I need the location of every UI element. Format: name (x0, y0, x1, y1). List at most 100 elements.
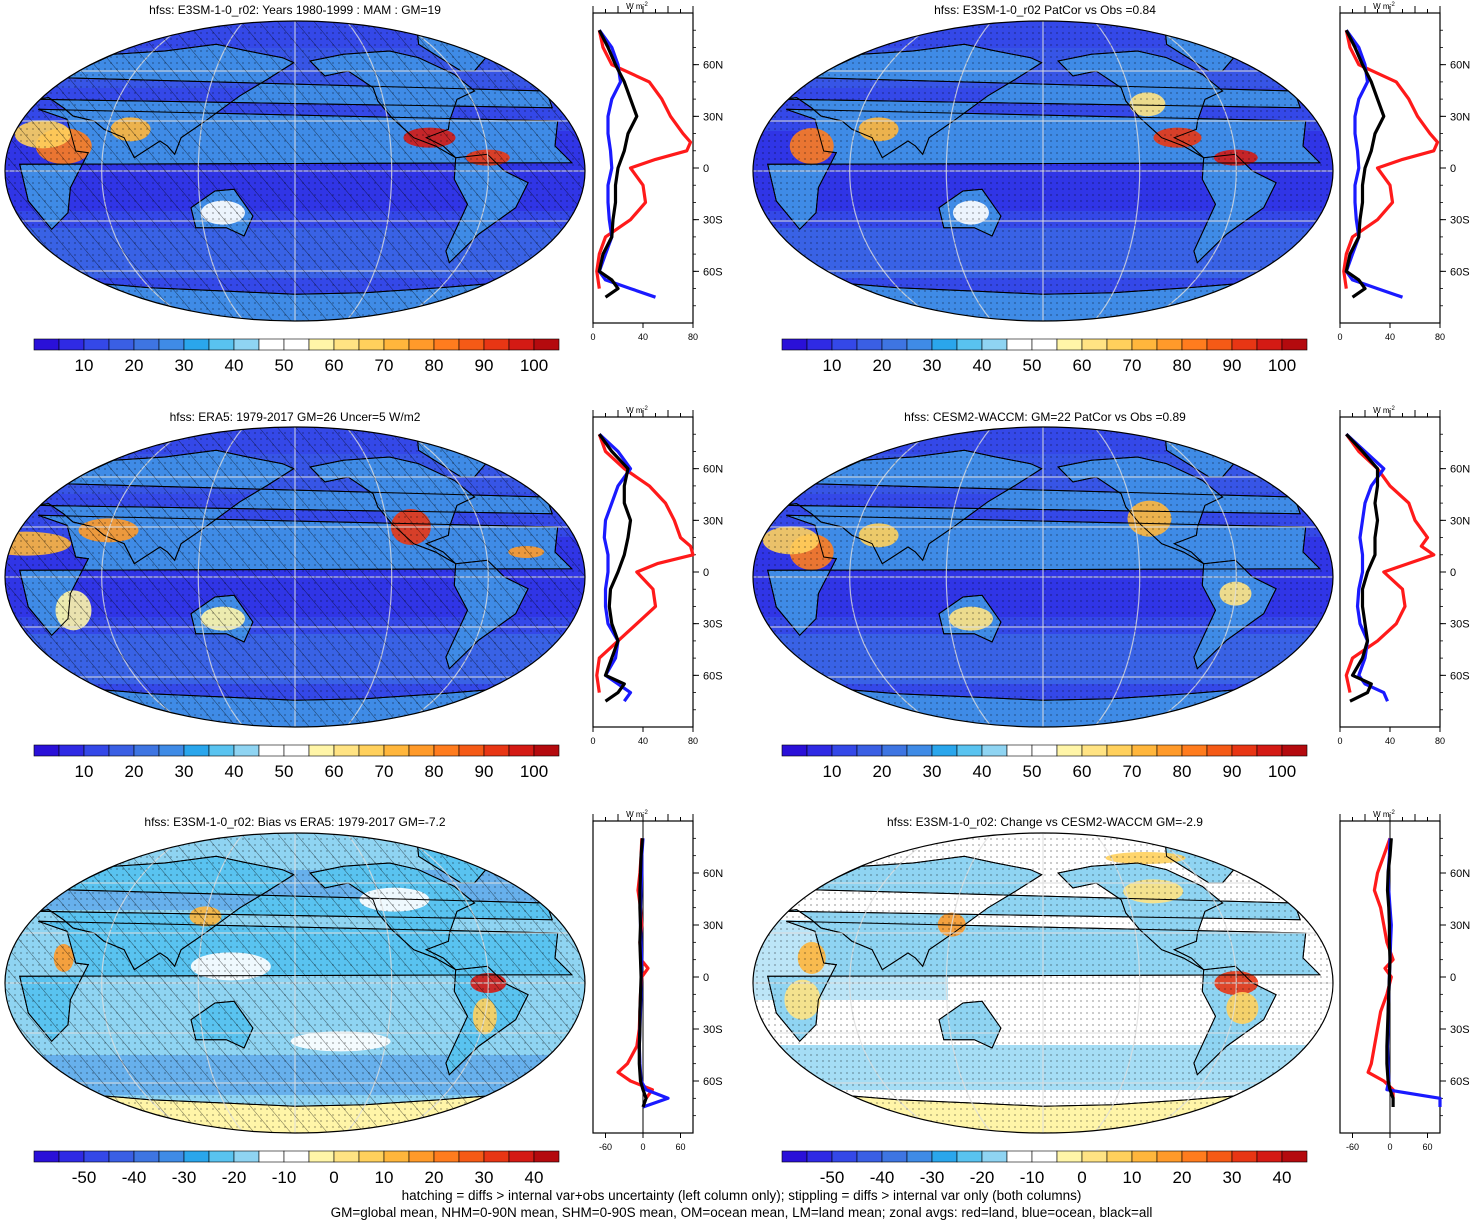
colorbar-swatch (33, 1150, 60, 1163)
colorbar-swatch (881, 338, 908, 351)
colorbar-label: -30 (172, 1168, 197, 1187)
panel-title-2: hfss: E3SM-1-0_r02 PatCor vs Obs =0.84 (934, 3, 1156, 17)
world-map-panel-1 (4, 20, 586, 322)
zonal-series-all (637, 838, 648, 1108)
colorbar-swatch (881, 1150, 908, 1163)
colorbar-swatch (433, 338, 460, 351)
colorbar-label: 40 (225, 762, 244, 781)
colorbar-swatch (208, 338, 235, 351)
colorbar-swatch (158, 1150, 185, 1163)
colorbar-swatch (508, 744, 535, 757)
zonal-mean-plot-5: W m-2 60N 30N 0 30S 60S -60 0 60 (592, 810, 723, 1152)
zonal-mean-plot-6: W m-2 60N 30N 0 30S 60S -60 0 60 (1339, 810, 1470, 1152)
colorbar-swatch (906, 744, 933, 757)
colorbar-label: 0 (1077, 1168, 1086, 1187)
colorbar-swatch (1131, 744, 1158, 757)
zonal-series-all (1344, 29, 1386, 299)
colorbar-swatch (158, 744, 185, 757)
colorbar-label: 10 (375, 1168, 394, 1187)
zonal-x-tick: 0 (640, 1142, 645, 1152)
colorbar-swatch (1156, 744, 1183, 757)
colorbar-swatch (1081, 744, 1108, 757)
zonal-x-tick: 40 (1385, 332, 1395, 342)
colorbar-swatch (1031, 1150, 1058, 1163)
colorbar-swatch (308, 744, 335, 757)
colorbar-label: 100 (1268, 356, 1296, 375)
zonal-x-tick: 80 (688, 332, 698, 342)
colorbar-swatch (781, 744, 808, 757)
colorbar-swatch (133, 1150, 160, 1163)
colorbar-label: 10 (823, 762, 842, 781)
colorbar-label: -50 (72, 1168, 97, 1187)
colorbar-swatch (856, 744, 883, 757)
colorbar-swatch (906, 338, 933, 351)
world-map-panel-6 (752, 832, 1334, 1134)
zonal-x-tick: 0 (1337, 736, 1342, 746)
world-map-panel-4 (752, 426, 1334, 728)
zonal-x-tick: 0 (1387, 1142, 1392, 1152)
colorbar-label: 90 (1223, 762, 1242, 781)
world-map-panel-2 (752, 20, 1334, 322)
footer-line-1: hatching = diffs > internal var+obs unce… (401, 1188, 1082, 1203)
colorbar-swatch (956, 744, 983, 757)
zonal-series-land (595, 29, 693, 289)
panel-title-1: hfss: E3SM-1-0_r02: Years 1980-1999 : MA… (149, 3, 441, 17)
colorbar-swatch (1131, 1150, 1158, 1163)
colorbar-panel-1: 102030405060708090100110 (33, 338, 560, 375)
colorbar-swatch (1281, 744, 1308, 757)
colorbar-swatch (333, 744, 360, 757)
zonal-lat-tick: 0 (703, 567, 709, 579)
colorbar-swatch (333, 338, 360, 351)
zonal-lat-tick: 30S (703, 1024, 723, 1036)
colorbar-swatch (1006, 338, 1033, 351)
colorbar-swatch (931, 338, 958, 351)
colorbar-label: 40 (225, 356, 244, 375)
colorbar-label: 80 (1173, 356, 1192, 375)
colorbar-swatch (308, 1150, 335, 1163)
colorbar-swatch (283, 1150, 310, 1163)
zonal-x-tick: 40 (638, 736, 648, 746)
colorbar-swatch (881, 744, 908, 757)
world-map-panel-5 (4, 832, 586, 1134)
colorbar-label: 20 (1173, 1168, 1192, 1187)
colorbar-swatch (308, 338, 335, 351)
zonal-x-tick: 40 (1385, 736, 1395, 746)
zonal-x-tick: 80 (1435, 332, 1445, 342)
colorbar-swatch (233, 338, 260, 351)
zonal-lat-tick: 60N (703, 868, 723, 880)
colorbar-swatch (183, 338, 210, 351)
colorbar-label: 100 (520, 762, 548, 781)
zonal-units-label: W m-2 (626, 2, 648, 11)
colorbar-swatch (1031, 338, 1058, 351)
colorbar-swatch (483, 744, 510, 757)
zonal-lat-tick: 30S (1450, 619, 1470, 631)
colorbar-label: 40 (1273, 1168, 1292, 1187)
colorbar-swatch (533, 338, 560, 351)
colorbar-label: 30 (923, 762, 942, 781)
zonal-mean-plot-3: W m-2 60N 30N 0 30S 60S 0 40 80 (590, 406, 723, 746)
colorbar-label: 90 (1223, 356, 1242, 375)
colorbar-label: 20 (873, 762, 892, 781)
colorbar-swatch (1131, 338, 1158, 351)
colorbar-swatch (133, 338, 160, 351)
colorbar-swatch (1181, 338, 1208, 351)
colorbar-swatch (1206, 744, 1233, 757)
colorbar-label: 30 (175, 762, 194, 781)
zonal-series-all (598, 433, 633, 703)
colorbar-label: 10 (75, 356, 94, 375)
colorbar-label: 60 (325, 762, 344, 781)
colorbar-swatch (781, 1150, 808, 1163)
zonal-lat-tick: 60S (703, 266, 723, 278)
zonal-lat-tick: 30N (1450, 515, 1470, 527)
colorbar-swatch (1206, 338, 1233, 351)
zonal-lat-tick: 30S (1450, 1024, 1470, 1036)
colorbar-swatch (1156, 1150, 1183, 1163)
zonal-x-tick: 0 (590, 332, 595, 342)
colorbar-label: 50 (1023, 356, 1042, 375)
colorbar-swatch (83, 744, 110, 757)
colorbar-swatch (781, 338, 808, 351)
colorbar-panel-2: 102030405060708090100110 (781, 338, 1308, 375)
zonal-x-tick: -60 (1346, 1142, 1359, 1152)
colorbar-swatch (158, 338, 185, 351)
